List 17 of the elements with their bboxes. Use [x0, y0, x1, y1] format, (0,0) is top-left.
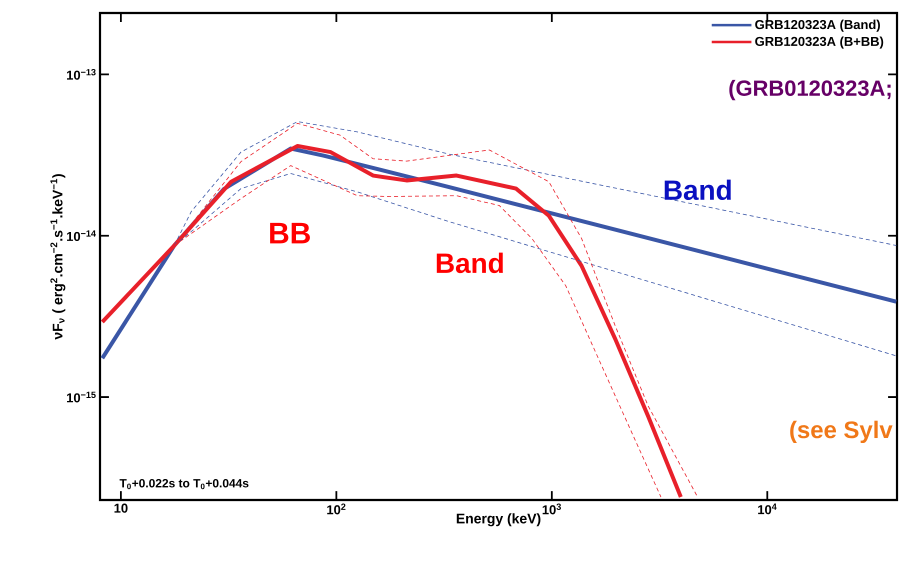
x-tick-label: 10$^{2}$ — [327, 504, 346, 514]
annotation: (GRB0120323A; — [729, 80, 891, 100]
annotation: Band — [664, 180, 731, 200]
y-tick-label: 10$^{−14}$ — [67, 230, 96, 242]
y-tick-label: 10$^{−13}$ — [67, 68, 96, 80]
x-tick-label: 10 — [114, 504, 128, 513]
text: νF$_{ν}$ ( erg$^{2}$.cm$^{−2}$.s$^{−1}$.keV$^{−1}$) — [50, 174, 66, 340]
y-tick-label: 10$^{−15}$ — [67, 392, 96, 402]
x-tick-label: 10$^{3}$ — [542, 504, 561, 514]
legend-label: GRB120323A (B+BB) — [755, 36, 884, 49]
annotation: BB — [270, 222, 310, 244]
legend-label: GRB120323A (Band) — [755, 20, 880, 32]
annotation: Band — [436, 252, 503, 274]
annotation: T$_{0}$+0.022s to T$_{0}$+0.044s — [120, 478, 248, 490]
annotation: (see Sylv — [790, 420, 893, 444]
x-axis-title: Energy (keV) — [456, 513, 540, 526]
x-tick-label: 10$^{4}$ — [758, 504, 777, 514]
